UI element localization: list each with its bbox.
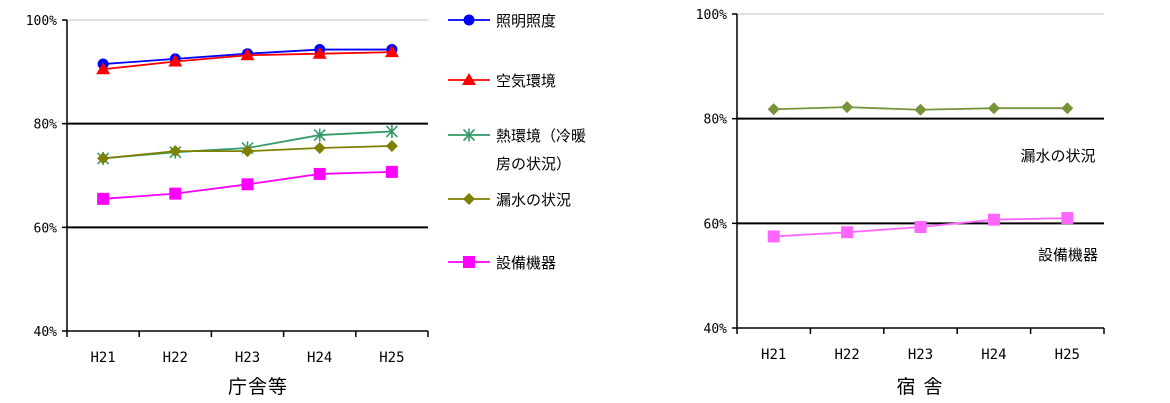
data-point [168,54,183,67]
data-point [241,178,254,191]
y-tick-label: 60% [704,217,728,232]
legend-label: 照明照度 [496,12,556,30]
data-point [914,103,927,116]
series-2 [96,45,399,75]
data-point [914,220,927,233]
y-tick-label: 40% [34,325,58,340]
series-3 [97,124,398,165]
y-tick-label: 100% [696,8,727,23]
data-point [385,165,398,178]
y-tick-label: 60% [34,221,58,236]
legend-label: 熱環境（冷暖 [496,127,586,145]
data-point [987,213,1000,226]
data-point [987,102,1000,115]
data-point [841,101,854,114]
x-tick-label: H22 [834,347,859,363]
series-1 [767,101,1074,116]
data-point [96,62,111,75]
x-tick-label: H24 [981,347,1006,363]
series-5 [97,165,398,205]
data-point [312,46,327,59]
legend-label: 房の状況） [496,155,571,173]
legend-item: 設備機器 [448,254,556,272]
data-point [313,167,326,180]
data-point [767,103,780,116]
y-tick-label: 100% [26,14,57,29]
data-point [240,48,255,61]
data-point [97,192,110,205]
legend-marker [462,128,476,142]
legend-label: 漏水の状況 [496,191,571,209]
y-tick-label: 80% [704,113,728,128]
data-point [169,187,182,200]
x-tick-label: H22 [163,350,188,366]
data-point [313,128,326,142]
chart-title: 宿 舎 [896,376,943,398]
data-point [97,152,110,165]
y-tick-label: 80% [34,118,58,133]
data-point [1061,102,1074,115]
data-point [169,145,182,158]
y-tick-label: 40% [704,322,728,337]
x-tick-label: H23 [908,347,933,363]
series-annotation: 漏水の状況 [1020,147,1095,165]
chart-title: 庁舎等 [228,376,288,398]
series-annotation: 設備機器 [1038,246,1098,264]
legend-item: 照明照度 [448,12,556,30]
series-4 [97,139,398,165]
data-point [241,145,254,158]
data-point [384,45,399,58]
data-point [385,124,398,138]
x-tick-label: H25 [1055,347,1080,363]
x-tick-label: H25 [379,350,404,366]
x-tick-label: H21 [761,347,786,363]
legend-marker [463,256,475,268]
legend-marker [463,14,475,26]
data-point [1061,212,1074,225]
data-point [841,226,854,239]
legend-label: 空気環境 [496,72,556,90]
x-tick-label: H21 [90,350,115,366]
legend-item: 漏水の状況 [448,191,571,209]
data-point [313,142,326,155]
legend-label: 設備機器 [496,254,556,272]
data-point [385,139,398,152]
legend-item: 空気環境 [448,72,556,90]
x-tick-label: H24 [307,350,332,366]
series-2 [767,212,1074,243]
legend-marker [462,73,476,85]
data-point [767,230,780,243]
chart-1: 40% 60% 80% 100% H21 H22 H23 H24 H25 庁舎等 照明照度空気環境熱… [26,12,586,398]
x-tick-label: H23 [235,350,260,366]
legend-marker [463,193,475,205]
